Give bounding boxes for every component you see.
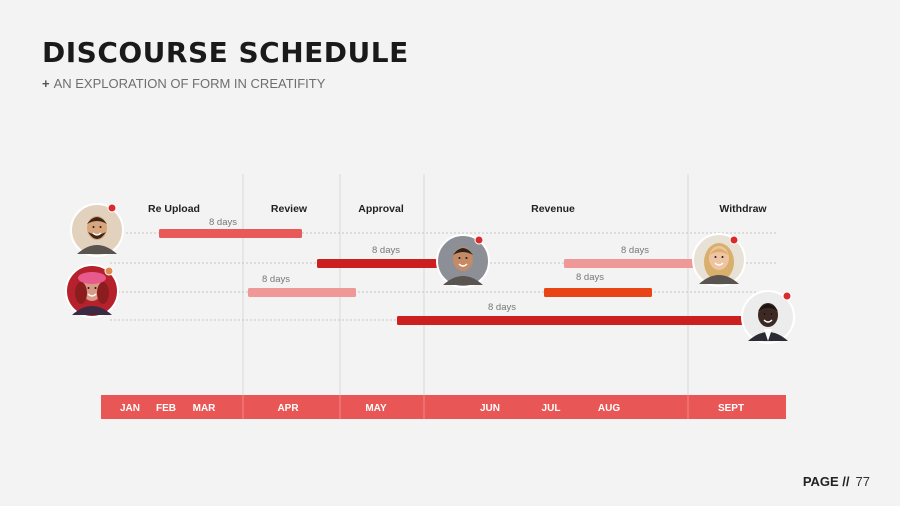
task-duration-label: 8 days <box>576 272 604 283</box>
month-label-jan: JAN <box>120 403 140 414</box>
status-dot <box>782 291 792 301</box>
task-duration-label: 8 days <box>262 274 290 285</box>
status-dot <box>104 266 114 276</box>
task-duration-label: 8 days <box>209 217 237 228</box>
month-label-sept: SEPT <box>718 403 744 414</box>
phase-header-approval: Approval <box>358 203 404 215</box>
phase-header-review: Review <box>271 203 308 215</box>
man-smiling-avatar <box>436 234 490 288</box>
task-duration-label: 8 days <box>372 245 400 256</box>
page-label: PAGE // <box>802 474 850 489</box>
task-bar <box>544 288 652 297</box>
month-label-feb: FEB <box>156 403 176 414</box>
task-bar <box>248 288 356 297</box>
task-duration-label: 8 days <box>488 302 516 313</box>
task-bar <box>397 316 760 325</box>
task-bar <box>564 259 700 268</box>
subtitle-text: AN EXPLORATION OF FORM IN CREATIFITY <box>53 76 326 91</box>
subtitle-plus: + <box>42 76 50 91</box>
phase-header-re-upload: Re Upload <box>148 203 200 215</box>
status-dot <box>474 235 484 245</box>
woman-blonde-avatar <box>692 233 746 287</box>
woman-pink-hat-avatar <box>65 264 119 318</box>
phase-header-revenue: Revenue <box>531 203 575 215</box>
page-footer: PAGE // 77 <box>803 474 870 489</box>
status-dot <box>107 203 117 213</box>
page-subtitle: + AN EXPLORATION OF FORM IN CREATIFITY <box>42 76 325 91</box>
task-bar <box>159 229 302 238</box>
phase-header-withdraw: Withdraw <box>719 203 767 215</box>
month-label-jun: JUN <box>480 403 500 414</box>
page-number: 77 <box>855 474 870 489</box>
month-label-apr: APR <box>277 403 299 414</box>
month-band <box>101 395 786 419</box>
page-title: DISCOURSE SCHEDULE <box>42 36 409 69</box>
man-with-beard-avatar <box>70 203 124 257</box>
month-label-jul: JUL <box>542 403 561 414</box>
status-dot <box>729 235 739 245</box>
month-label-may: MAY <box>365 403 387 414</box>
man-in-suit-avatar <box>741 290 795 344</box>
task-duration-label: 8 days <box>621 245 649 256</box>
month-label-aug: AUG <box>598 403 620 414</box>
task-bar <box>317 259 440 268</box>
month-label-mar: MAR <box>193 403 217 414</box>
